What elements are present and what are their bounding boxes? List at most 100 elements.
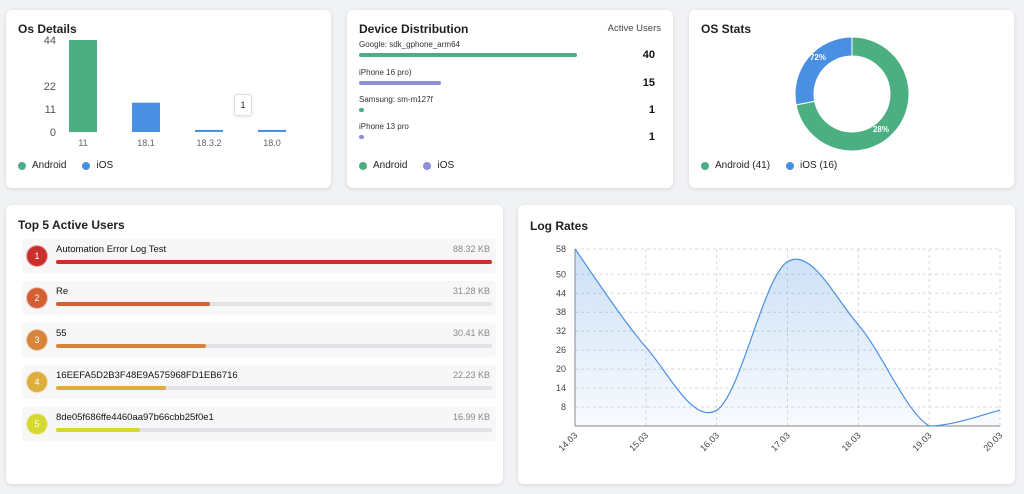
rank-badge: 1 xyxy=(26,245,48,267)
x-tick-label: 15.03 xyxy=(627,430,650,453)
device-value: 15 xyxy=(642,77,655,89)
legend-label: Android xyxy=(373,160,408,171)
os-details-card: Os Details 0 11 22 44 11 18.1 18.3.2 18.0 1 And… xyxy=(6,10,331,188)
usage-fill xyxy=(56,428,140,432)
legend-dot xyxy=(18,161,26,170)
device-row: iPhone 13 pro xyxy=(359,122,659,139)
os-details-bar-chart: 0 11 22 44 11 18.1 18.3.2 18.0 xyxy=(44,35,286,148)
y-tick-label: 14 xyxy=(556,383,566,393)
user-row[interactable]: 4 16EEFA5D2B3F48E9A575968FD1EB6716 22.23 K… xyxy=(22,365,496,399)
device-row: Google: sdk_gphone_arm64 xyxy=(359,40,659,57)
y-tick-label: 11 xyxy=(45,104,56,116)
os-details-legend: Android iOS xyxy=(18,160,113,171)
bar-ios[interactable] xyxy=(132,102,160,132)
user-size: 31.28 KB xyxy=(452,286,490,296)
series-line[interactable] xyxy=(574,248,1001,427)
device-value: 1 xyxy=(648,131,655,143)
x-tick-label: 18.3.2 xyxy=(196,138,221,148)
user-row[interactable]: 5 8de05f686ffe4460aa97b66cbb25f0e1 16.99 K… xyxy=(22,407,496,441)
x-tick-label: 14.03 xyxy=(556,430,579,453)
legend-dot xyxy=(701,161,709,170)
y-tick-label: 8 xyxy=(561,402,566,412)
user-name: 16EEFA5D2B3F48E9A575968FD1EB6716 xyxy=(56,370,238,381)
legend-item-android[interactable]: Android xyxy=(18,160,66,171)
legend-item-android[interactable]: Android (41) xyxy=(701,160,770,171)
user-size: 16.99 KB xyxy=(452,412,490,422)
y-tick-label: 44 xyxy=(44,35,56,47)
rank-badge: 4 xyxy=(26,371,48,393)
log-rates-card: Log Rates 8 14 20 26 32 38 44 50 58 14.03 15.03 16.… xyxy=(518,205,1015,484)
legend-label: Android xyxy=(32,160,67,171)
user-name: Automation Error Log Test xyxy=(56,244,167,255)
user-name: 55 xyxy=(56,328,67,339)
y-tick-label: 22 xyxy=(44,81,56,93)
legend-label: iOS xyxy=(96,160,114,171)
top-users-title: Top 5 Active Users xyxy=(18,218,125,232)
user-row[interactable]: 1 Automation Error Log Test 88.32 KB xyxy=(22,239,496,273)
device-distribution-legend: Android iOS xyxy=(359,160,454,171)
rank-badge: 5 xyxy=(26,413,48,435)
legend-dot xyxy=(359,161,367,170)
user-size: 22.23 KB xyxy=(452,370,490,380)
user-row[interactable]: 3 55 30.41 KB xyxy=(22,323,496,357)
usage-track xyxy=(56,344,492,348)
legend-dot xyxy=(423,161,432,170)
user-row[interactable]: 2 Re 31.28 KB xyxy=(22,281,496,315)
os-stats-title: OS Stats xyxy=(701,22,752,36)
legend-item-android[interactable]: Android xyxy=(359,160,407,171)
y-tick-label: 38 xyxy=(556,307,566,317)
device-row: Samsung: sm-m127f xyxy=(359,95,659,112)
device-label: Google: sdk_gphone_arm64 xyxy=(359,40,460,49)
device-label: iPhone 13 pro xyxy=(359,122,409,131)
rank-badge: 2 xyxy=(26,287,48,309)
rank-badge: 3 xyxy=(26,329,48,351)
bar-tooltip: 1 xyxy=(234,94,252,116)
pct-label-android: 72% xyxy=(810,53,826,62)
user-name: 8de05f686ffe4460aa97b66cbb25f0e1 xyxy=(56,412,214,423)
os-stats-card: OS Stats 72% 28% Android (41) iOS (16) xyxy=(689,10,1014,188)
legend-item-ios[interactable]: iOS (16) xyxy=(786,160,837,171)
usage-track xyxy=(56,302,492,306)
x-tick-label: 18.03 xyxy=(840,430,863,453)
y-tick-label: 50 xyxy=(556,269,566,279)
area-fill xyxy=(575,249,1000,426)
device-value: 1 xyxy=(648,104,655,116)
user-size: 30.41 KB xyxy=(452,328,490,338)
os-stats-legend: Android (41) iOS (16) xyxy=(701,160,837,171)
y-tick-label: 44 xyxy=(556,288,566,298)
device-row: iPhone 16 pro) xyxy=(359,68,659,85)
usage-track xyxy=(56,260,492,264)
legend-item-ios[interactable]: iOS xyxy=(423,160,454,171)
top-users-card: Top 5 Active Users 1 Automation Error Log… xyxy=(6,205,503,484)
bar-ios[interactable] xyxy=(258,129,286,132)
donut-slice-android[interactable] xyxy=(795,36,910,152)
device-label: iPhone 16 pro) xyxy=(359,68,412,77)
legend-label: iOS (16) xyxy=(800,160,838,171)
x-tick-label: 19.03 xyxy=(911,430,934,453)
x-tick-label: 20.03 xyxy=(981,430,1004,453)
device-bar xyxy=(359,135,365,139)
pct-label-ios: 28% xyxy=(873,125,889,134)
donut-slice-ios[interactable] xyxy=(794,36,853,106)
log-rates-title: Log Rates xyxy=(530,219,589,233)
os-details-title: Os Details xyxy=(18,22,77,36)
y-tick-label: 26 xyxy=(556,345,566,355)
x-tick-label: 18.0 xyxy=(263,138,281,148)
x-tick-label: 18.1 xyxy=(137,138,155,148)
active-users-header: Active Users xyxy=(607,23,661,34)
legend-item-ios[interactable]: iOS xyxy=(82,160,113,171)
log-rates-area-chart: 8 14 20 26 32 38 44 50 58 14.03 15.03 16.03 17.03 18.… xyxy=(556,244,1004,453)
user-size: 88.32 KB xyxy=(452,244,490,254)
device-distribution-title: Device Distribution xyxy=(359,22,469,36)
legend-label: Android (41) xyxy=(715,160,771,171)
os-stats-donut-chart: 72% 28% xyxy=(794,36,910,152)
bar-ios[interactable] xyxy=(195,129,223,132)
usage-fill xyxy=(56,302,211,306)
bar-android[interactable] xyxy=(69,40,97,132)
legend-dot xyxy=(786,161,795,170)
usage-track xyxy=(56,386,492,390)
bar-tooltip-value: 1 xyxy=(240,100,246,110)
device-distribution-card: Device Distribution Active Users Google:… xyxy=(347,10,673,188)
y-tick-label: 32 xyxy=(556,326,566,336)
device-value: 40 xyxy=(642,49,655,61)
